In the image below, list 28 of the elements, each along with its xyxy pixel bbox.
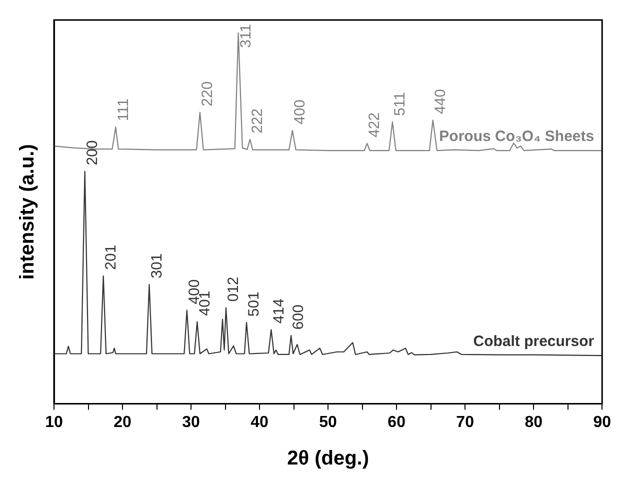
annotation: 600	[290, 304, 308, 330]
series-label: Cobalt precursor	[473, 333, 594, 350]
x-axis-title: 2θ (deg.)	[287, 448, 370, 470]
x-tick-label: 80	[524, 414, 543, 431]
x-tick-label: 10	[45, 414, 63, 431]
annotation: 301	[148, 253, 166, 278]
annotation: 111	[114, 98, 132, 122]
x-tick-label: 60	[388, 414, 406, 431]
series-label: Porous Co₃O₄ Sheets	[439, 128, 594, 146]
annotation: 201	[102, 244, 120, 270]
x-tick-label: 50	[319, 414, 338, 431]
x-tick-label: 30	[182, 414, 200, 431]
x-tick-label: 40	[250, 414, 269, 431]
annotation: 200	[84, 140, 101, 166]
annotation: 220	[199, 81, 216, 106]
annotation: 414	[270, 298, 288, 324]
annotation: 012	[225, 276, 242, 302]
x-tick-label: 70	[456, 414, 474, 431]
annotation: 440	[432, 89, 450, 114]
y-axis-title: intensity (a.u.)	[16, 144, 39, 280]
annotation: 400	[292, 99, 309, 125]
x-tick-label: 20	[114, 414, 132, 431]
annotation: 511	[392, 92, 409, 116]
annotation: 501	[246, 292, 263, 317]
annotation: 222	[249, 108, 266, 134]
annotation: 311	[237, 24, 254, 48]
annotation: 422	[366, 112, 384, 138]
x-tick-label: 90	[593, 414, 612, 431]
